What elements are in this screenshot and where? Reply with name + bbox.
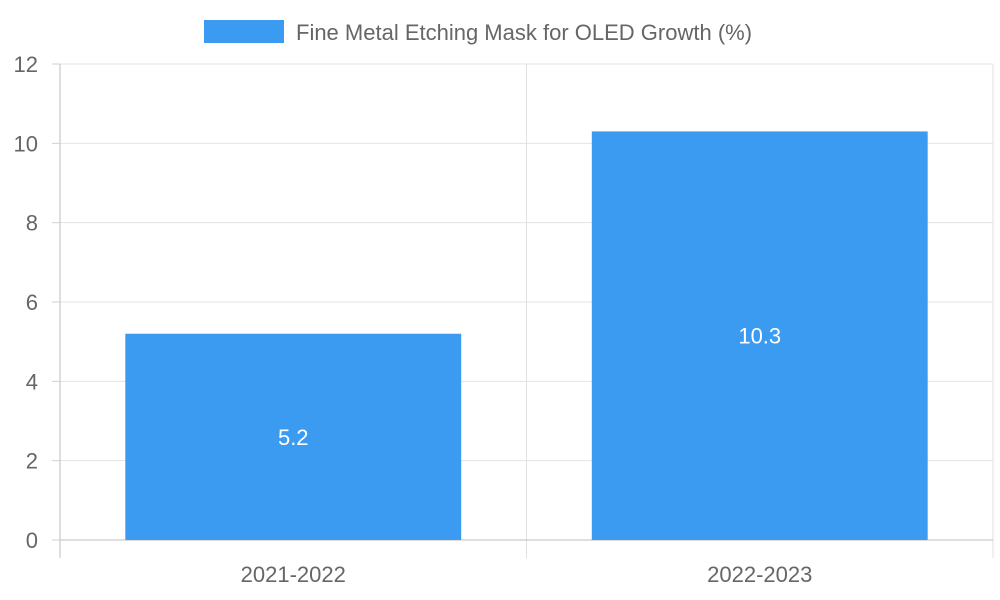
bars xyxy=(125,131,928,540)
bar xyxy=(125,333,462,540)
legend: Fine Metal Etching Mask for OLED Growth … xyxy=(204,20,752,45)
bar-labels: 5.2 10.3 xyxy=(278,324,781,450)
y-tick-label: 12 xyxy=(14,52,38,77)
y-tick-label: 0 xyxy=(26,528,38,553)
legend-label: Fine Metal Etching Mask for OLED Growth … xyxy=(296,20,752,45)
x-tick-label: 2021-2022 xyxy=(241,562,346,587)
y-axis: 0 2 4 6 8 10 12 xyxy=(14,52,60,553)
bar xyxy=(591,131,928,540)
y-tick-label: 8 xyxy=(26,211,38,236)
data-label: 5.2 xyxy=(278,425,309,450)
x-tick-label: 2022-2023 xyxy=(707,562,812,587)
legend-swatch xyxy=(204,20,284,43)
data-label: 10.3 xyxy=(738,324,781,349)
y-tick-label: 4 xyxy=(26,369,38,394)
y-tick-label: 2 xyxy=(26,449,38,474)
y-tick-label: 6 xyxy=(26,290,38,315)
y-tick-label: 10 xyxy=(14,131,38,156)
